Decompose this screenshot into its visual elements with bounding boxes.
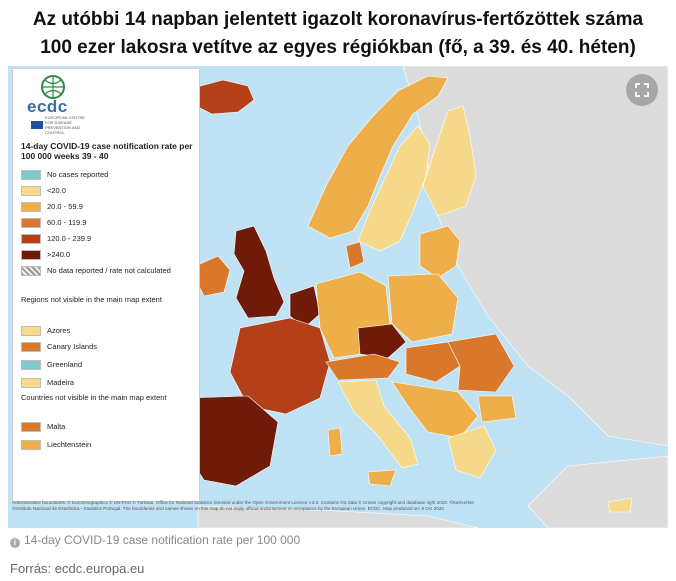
region-denmark <box>345 241 365 269</box>
logo-text: ecdc <box>27 97 68 116</box>
legend-region-canary: Canary Islands <box>21 341 97 353</box>
legend-class-60-120: 60.0 - 119.9 <box>21 217 86 229</box>
legend-swatch <box>21 170 41 181</box>
legend-region-madeira: Madeira <box>21 377 74 389</box>
legend-title: 14-day COVID-19 case notification rate p… <box>21 141 193 161</box>
region-norway <box>307 75 449 239</box>
legend-swatch <box>21 326 41 337</box>
region-alps <box>325 353 401 381</box>
legend-region-azores: Azores <box>21 325 70 337</box>
legend-class-no-data: No data reported / rate not calculated <box>21 265 171 277</box>
countries-heading: Countries not visible in the main map ex… <box>21 393 167 402</box>
legend-swatch <box>21 202 41 213</box>
headline-line2: 100 ezer lakosra vetítve az egyes régiók… <box>40 37 636 58</box>
image-caption: i 14-day COVID-19 case notification rate … <box>10 533 300 548</box>
caption-text: 14-day COVID-19 case notification rate p… <box>24 533 301 547</box>
legend-swatch <box>21 378 41 389</box>
europe-map <box>171 66 668 528</box>
legend-swatch <box>21 422 41 433</box>
region-sweden <box>357 125 431 252</box>
map-image: ecdc EUROPEAN CENTRE FOR DISEASE PREVENT… <box>8 66 668 528</box>
legend-country-liechtenstein: Liechtenstein <box>21 439 91 451</box>
land-non-eu-south <box>527 455 668 528</box>
region-benelux <box>289 285 321 329</box>
region-cyprus <box>607 497 633 513</box>
region-bulgaria <box>477 395 517 423</box>
headline-line1: Az utóbbi 14 napban jelentett igazolt ko… <box>32 9 644 30</box>
region-france <box>229 317 331 415</box>
region-finland <box>422 105 477 217</box>
logo-subtitle: EUROPEAN CENTRE FOR DISEASE PREVENTION A… <box>45 115 86 135</box>
land-africa <box>197 505 479 528</box>
credits-line2: ©Instituto Nacional de Estatística - Sta… <box>12 506 444 511</box>
legend-class-over-240: >240.0 <box>21 249 70 261</box>
region-poland <box>387 273 459 343</box>
credits-line1: Administrative boundaries: © EuroGeograp… <box>12 500 474 505</box>
region-sardinia <box>327 427 343 457</box>
legend-swatch <box>21 440 41 451</box>
expand-button[interactable] <box>626 74 658 106</box>
region-czechia <box>357 323 407 359</box>
info-icon: i <box>10 538 20 548</box>
legend-swatch <box>21 360 41 371</box>
region-hungary <box>405 341 461 383</box>
legend-swatch <box>21 266 41 277</box>
region-ireland <box>195 255 231 297</box>
expand-icon <box>635 83 649 97</box>
legend-swatch <box>21 234 41 245</box>
legend-class-20-60: 20.0 - 59.9 <box>21 201 83 213</box>
region-great-britain <box>233 225 285 319</box>
regions-heading: Regions not visible in the main map exte… <box>21 295 162 304</box>
legend-swatch <box>21 186 41 197</box>
headline: Az utóbbi 14 napban jelentett igazolt ko… <box>0 6 676 62</box>
map-legend: ecdc EUROPEAN CENTRE FOR DISEASE PREVENT… <box>12 68 200 502</box>
legend-class-no-cases: No cases reported <box>21 169 108 181</box>
region-greece <box>447 425 497 479</box>
legend-swatch <box>21 218 41 229</box>
legend-region-greenland: Greenland <box>21 359 82 371</box>
legend-country-malta: Malta <box>21 421 65 433</box>
legend-swatch <box>21 342 41 353</box>
region-iceland <box>192 79 255 115</box>
globe-logo-icon <box>31 75 65 129</box>
legend-class-under-20: <20.0 <box>21 185 66 197</box>
legend-class-120-240: 120.0 - 239.9 <box>21 233 91 245</box>
region-romania <box>447 333 515 393</box>
ecdc-logo: ecdc EUROPEAN CENTRE FOR DISEASE PREVENT… <box>23 73 85 135</box>
region-italy <box>337 379 419 469</box>
region-baltics <box>419 225 461 279</box>
region-sicily <box>367 469 397 487</box>
map-credits: Administrative boundaries: © EuroGeograp… <box>12 500 662 512</box>
legend-swatch <box>21 250 41 261</box>
source-line: Forrás: ecdc.europa.eu <box>10 561 145 576</box>
